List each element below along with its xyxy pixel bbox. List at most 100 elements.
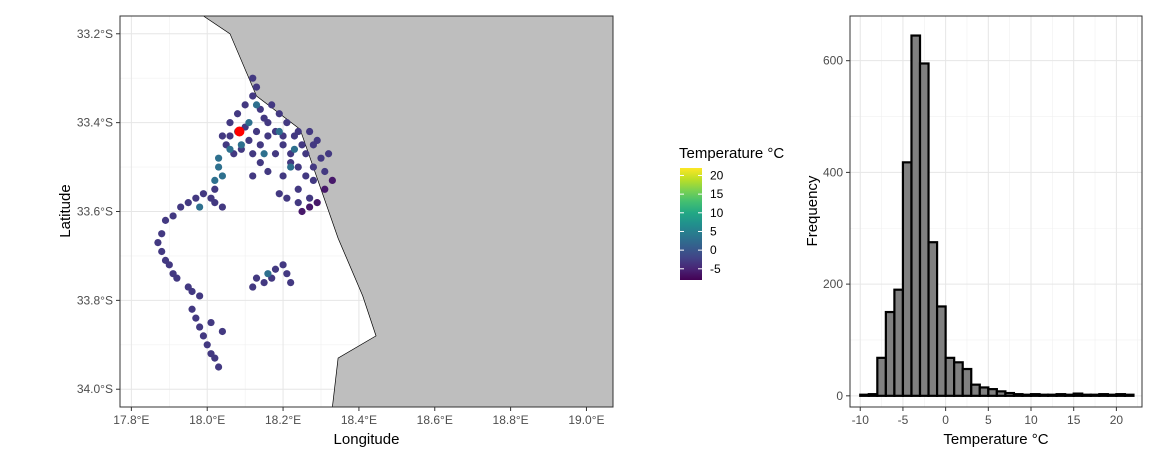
track-point [249, 172, 257, 180]
histogram-bar [876, 356, 887, 397]
track-point [264, 132, 272, 140]
track-point [169, 212, 177, 220]
track-point [324, 150, 333, 158]
histogram-bar [944, 356, 956, 397]
histogram-bar [1064, 393, 1075, 397]
track-point [199, 332, 208, 340]
track-point [298, 141, 306, 149]
track-points [154, 74, 336, 371]
track-point [211, 185, 219, 193]
histogram-bar [910, 34, 922, 397]
track-point [211, 354, 219, 362]
track-point [298, 207, 306, 216]
histogram-bar [1021, 393, 1033, 397]
track-point [283, 194, 291, 202]
track-point [245, 136, 253, 145]
track-point [233, 110, 242, 118]
track-point [249, 283, 257, 291]
legend-tick-label: 10 [710, 206, 724, 220]
track-point [203, 341, 211, 349]
track-point [199, 190, 208, 198]
track-point [196, 323, 204, 331]
color-legend: Temperature °C 20 15 10 5 0 -5 [679, 145, 784, 280]
track-point [321, 167, 329, 176]
histogram-x-tick-label: 0 [942, 413, 949, 427]
track-point [252, 101, 261, 109]
histogram-bar [935, 305, 947, 397]
track-point [218, 327, 226, 336]
track-point [218, 172, 226, 180]
histogram-y-axis: 0 200 400 600 [823, 54, 850, 403]
track-point [158, 230, 166, 238]
track-point [218, 203, 226, 211]
track-point [306, 127, 314, 136]
track-point [302, 150, 310, 158]
legend-tick-label: 15 [710, 187, 724, 201]
track-point [256, 159, 264, 167]
legend-ticks: 20 15 10 5 0 -5 [680, 168, 724, 276]
track-point [279, 172, 287, 180]
legend-tick-label: 20 [710, 168, 724, 182]
map-y-tick-label: 33.8°S [77, 293, 113, 307]
track-point [226, 119, 234, 127]
histogram-bar [1004, 391, 1016, 397]
map-y-tick-label: 33.2°S [77, 27, 113, 41]
track-point [226, 145, 234, 153]
map-x-tick-label: 18.4°E [341, 413, 377, 427]
track-point [215, 154, 223, 162]
track-point [154, 239, 162, 247]
map-x-tick-label: 18.2°E [265, 413, 301, 427]
track-point [245, 119, 253, 127]
histogram-x-axis-title: Temperature °C [943, 431, 1048, 448]
track-point [215, 363, 223, 371]
track-point [283, 119, 291, 127]
map-x-tick-label: 18.8°E [493, 413, 529, 427]
histogram-bars [859, 34, 1135, 397]
track-point [165, 261, 173, 269]
track-point [188, 305, 196, 313]
histogram-bar [1115, 393, 1127, 397]
histogram-bar [1038, 393, 1050, 397]
track-point [211, 199, 219, 207]
histogram-x-tick-label: 15 [1067, 413, 1081, 427]
histogram-y-axis-title: Frequency [804, 175, 821, 246]
track-point [309, 163, 318, 171]
track-point [279, 261, 287, 269]
track-point [271, 150, 280, 158]
map-y-axis: 33.2°S 33.4°S 33.6°S 33.8°S 34.0°S [77, 27, 120, 396]
histogram-bar [1098, 393, 1109, 397]
histogram-bar [893, 288, 905, 397]
histogram-bar [995, 390, 1007, 397]
histogram-x-tick-label: 20 [1110, 413, 1124, 427]
track-point [252, 83, 261, 91]
histogram-x-tick-label: -10 [852, 413, 870, 427]
histogram-bar [927, 241, 939, 397]
track-point [158, 247, 166, 256]
track-point [173, 274, 181, 282]
histogram-bar [970, 383, 981, 397]
track-point [184, 199, 192, 207]
track-point [283, 270, 291, 278]
histogram-bar [1012, 393, 1024, 397]
track-point [264, 270, 272, 278]
map-y-tick-label: 33.6°S [77, 205, 113, 219]
track-point [196, 292, 204, 300]
histogram-bar [867, 393, 879, 397]
track-point [287, 163, 295, 171]
track-point [260, 114, 268, 122]
histogram-bar [1089, 393, 1101, 397]
track-point [218, 132, 226, 140]
track-point [161, 216, 170, 224]
track-point [260, 278, 268, 287]
map-y-tick-label: 33.4°S [77, 116, 113, 130]
track-point [287, 278, 295, 287]
track-point [290, 145, 299, 153]
track-point [226, 132, 234, 140]
track-point [309, 141, 318, 149]
track-point [241, 101, 249, 109]
legend-title: Temperature °C [679, 145, 784, 162]
map-y-axis-title: Latitude [57, 184, 74, 237]
histogram-bar [1029, 393, 1041, 397]
